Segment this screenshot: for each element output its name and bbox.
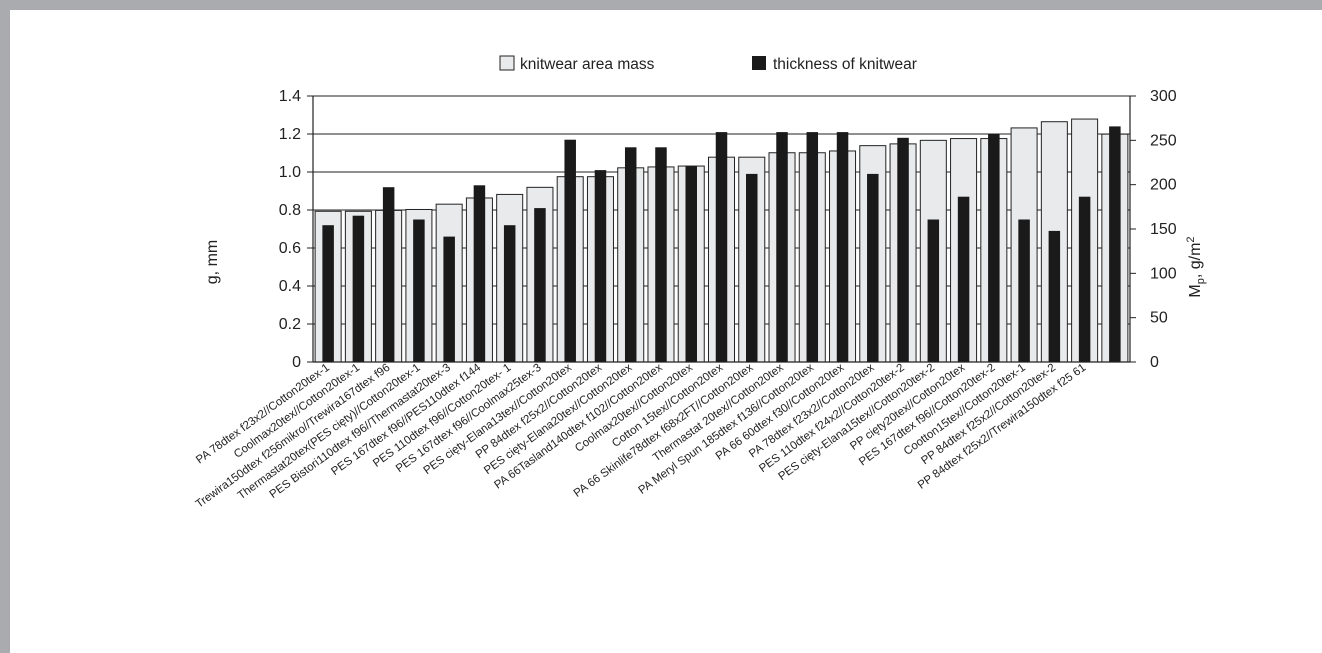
thickness-bar xyxy=(322,225,334,362)
thickness-bar xyxy=(443,236,455,362)
right-tick-label: 250 xyxy=(1150,132,1177,149)
left-axis-title: g, mm xyxy=(204,240,221,284)
thickness-bar xyxy=(776,132,788,362)
thickness-bar xyxy=(503,225,516,362)
frame-top-border xyxy=(0,0,1322,10)
right-tick-label: 0 xyxy=(1150,354,1159,371)
right-axis-title: Mp, g/m2 xyxy=(1185,236,1207,297)
thickness-bar xyxy=(564,139,576,362)
thickness-bar xyxy=(867,173,879,362)
legend-swatch-thickness xyxy=(752,56,766,70)
right-tick-label: 100 xyxy=(1150,265,1177,282)
left-tick-label: 1.4 xyxy=(279,88,301,105)
left-tick-label: 0.4 xyxy=(279,278,301,295)
right-tick-label: 300 xyxy=(1150,88,1177,105)
thickness-bar xyxy=(746,173,758,362)
legend-label-thickness: thickness of knitwear xyxy=(773,56,917,73)
thickness-bar xyxy=(1109,126,1121,363)
thickness-bar xyxy=(473,185,486,362)
left-tick-label: 0.6 xyxy=(279,240,301,257)
thickness-bar xyxy=(413,219,425,362)
bars xyxy=(314,118,1129,363)
tick-labels: 0 0.2 0.4 0.6 0.8 1.0 1.2 1.4 0 50 100 150 200 250 300 xyxy=(279,88,1177,371)
axes xyxy=(307,95,1136,363)
thickness-bar xyxy=(957,196,970,362)
left-tick-label: 0.8 xyxy=(279,202,301,219)
thickness-bar xyxy=(897,137,909,362)
thickness-bar xyxy=(382,187,395,362)
thickness-bar xyxy=(836,132,849,362)
thickness-bar xyxy=(1048,230,1061,362)
thickness-bar xyxy=(988,134,1000,362)
thickness-bar xyxy=(624,147,637,362)
thickness-bar xyxy=(1078,196,1091,362)
legend: knitwear area mass thickness of knitwear xyxy=(499,55,917,73)
thickness-bar xyxy=(352,215,365,362)
legend-label-area-mass: knitwear area mass xyxy=(520,56,655,73)
left-tick-label: 0.2 xyxy=(279,316,301,333)
category-labels: PA 78dtex f23x2//Cotton20tex-1Coolmax20t… xyxy=(194,361,1089,510)
thickness-bar xyxy=(927,219,940,362)
left-tick-label: 0 xyxy=(292,354,301,371)
left-tick-label: 1.2 xyxy=(279,126,301,143)
right-tick-label: 50 xyxy=(1150,310,1168,327)
thickness-bar xyxy=(806,132,819,362)
legend-swatch-area-mass xyxy=(499,55,515,71)
thickness-bar xyxy=(715,132,728,362)
thickness-bar xyxy=(534,208,546,362)
frame-left-border xyxy=(0,0,10,653)
right-tick-label: 200 xyxy=(1150,177,1177,194)
thickness-bar xyxy=(655,147,667,362)
thickness-bar xyxy=(685,166,697,362)
thickness-bar xyxy=(594,170,607,362)
left-tick-label: 1.0 xyxy=(279,164,301,181)
right-tick-label: 150 xyxy=(1150,221,1177,238)
thickness-bar xyxy=(1018,219,1030,362)
